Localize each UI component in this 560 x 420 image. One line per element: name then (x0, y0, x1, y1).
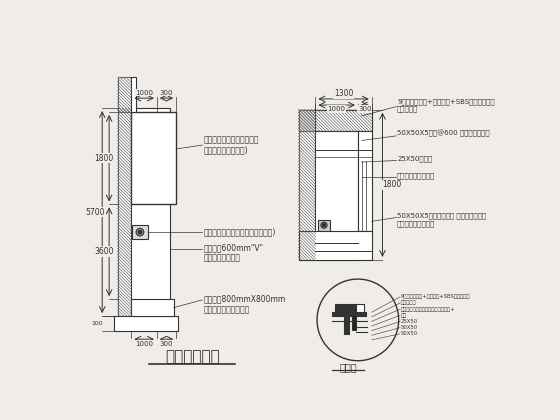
Text: 暗村: 暗村 (401, 313, 407, 318)
Text: 大样图: 大样图 (340, 362, 357, 372)
Circle shape (136, 228, 144, 236)
Text: 1000: 1000 (135, 341, 153, 347)
Text: 1000: 1000 (135, 90, 153, 96)
Text: 9厚装饰板表层+镀锌机夹+SBS卷材防水层: 9厚装饰板表层+镀锌机夹+SBS卷材防水层 (401, 294, 470, 299)
Bar (132, 77, 136, 112)
Bar (315, 131, 358, 260)
Bar (335, 304, 356, 314)
Bar (132, 108, 170, 316)
Text: 地台铺贴800mmX800mm
中国黑石材加工抛擦道: 地台铺贴800mmX800mm 中国黑石材加工抛擦道 (204, 295, 286, 314)
Text: 泡沫填密实: 泡沫填密实 (401, 300, 417, 305)
Circle shape (317, 279, 399, 361)
Text: 白色型铝板密拼干挂: 白色型铝板密拼干挂 (397, 173, 435, 179)
Text: 300: 300 (160, 341, 173, 347)
Bar (298, 231, 372, 260)
Text: 面层基层铝锰板饰面板（含
钢件完防水工艺基层): 面层基层铝锰板饰面板（含 钢件完防水工艺基层) (204, 135, 259, 155)
Text: 50X50X5角钢料比夯垫 外刷防锈漆三遍
电动防火玻晶卷管门: 50X50X5角钢料比夯垫 外刷防锈漆三遍 电动防火玻晶卷管门 (397, 213, 486, 227)
Text: 100: 100 (92, 321, 104, 326)
Text: 5700: 5700 (86, 207, 105, 217)
Text: 50X50: 50X50 (401, 331, 418, 336)
Bar (356, 304, 364, 314)
Bar (332, 312, 366, 316)
Bar (132, 225, 148, 239)
Text: 轻重干挂600mm"V"
字缝米白色铝面砖: 轻重干挂600mm"V" 字缝米白色铝面砖 (204, 243, 264, 262)
Text: 300: 300 (160, 90, 173, 96)
Circle shape (321, 222, 327, 228)
Bar (118, 77, 132, 112)
Text: 1800: 1800 (382, 180, 402, 189)
Text: 25X50铝方管: 25X50铝方管 (397, 156, 432, 162)
Bar (352, 315, 356, 330)
Bar (358, 131, 372, 231)
Text: 1800: 1800 (94, 154, 113, 163)
Text: 9厚装饰板表层+镀锌机夹+SBS卷材防水水层
详见大样图: 9厚装饰板表层+镀锌机夹+SBS卷材防水水层 详见大样图 (397, 98, 494, 112)
Bar (318, 220, 330, 231)
Text: 50X50: 50X50 (401, 325, 418, 330)
Text: 1000: 1000 (328, 106, 346, 112)
Bar (344, 315, 349, 334)
Text: 白色型铝板密拼干挂，高度同主体参+: 白色型铝板密拼干挂，高度同主体参+ (401, 307, 455, 312)
Bar (118, 108, 132, 316)
Text: 1300: 1300 (334, 89, 353, 98)
Text: 自喷银行小灯箱（建参照标准要求): 自喷银行小灯箱（建参照标准要求) (204, 228, 276, 236)
Bar (298, 110, 372, 131)
Circle shape (138, 230, 142, 234)
Text: 门头立面详图: 门头立面详图 (165, 349, 220, 365)
Bar (132, 112, 176, 205)
Bar (114, 316, 178, 331)
Text: 300: 300 (358, 106, 371, 112)
Text: 25X50: 25X50 (401, 319, 418, 324)
Text: 50X50X5角钢@600 外刷防锈漆三遍: 50X50X5角钢@600 外刷防锈漆三遍 (397, 130, 490, 137)
Circle shape (323, 223, 325, 227)
Text: 3600: 3600 (94, 247, 114, 256)
Bar (298, 110, 315, 260)
Bar (315, 110, 372, 131)
Bar (132, 299, 174, 316)
